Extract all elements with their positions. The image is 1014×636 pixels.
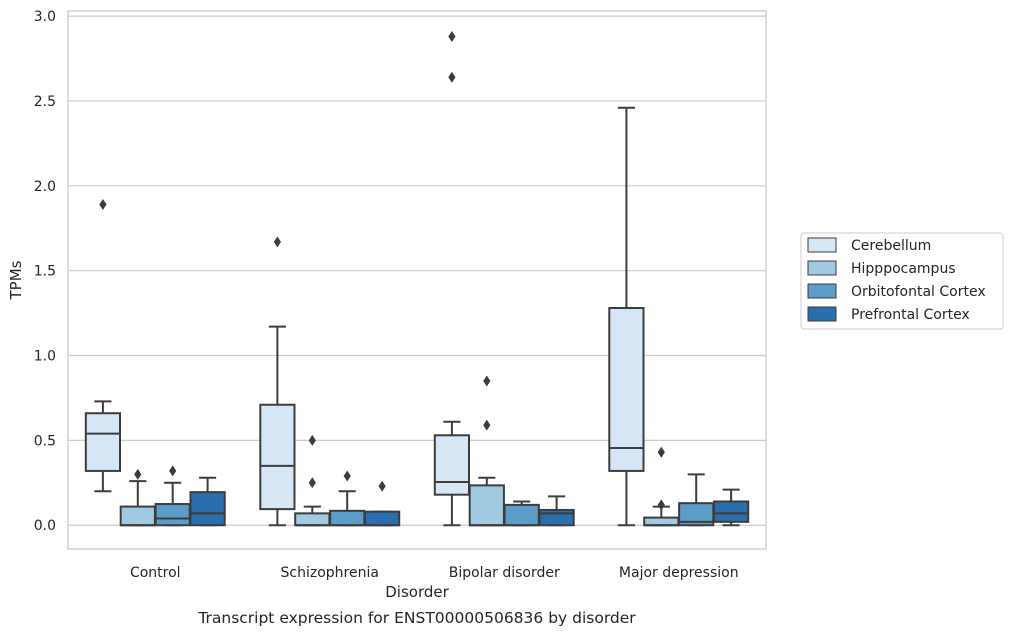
outlier-marker xyxy=(169,465,177,477)
outlier-marker xyxy=(343,470,351,482)
box-body xyxy=(643,516,680,527)
box-bipolar-disorder-prefrontal-cortex xyxy=(538,495,575,527)
box-body xyxy=(608,307,645,472)
legend-label-prefrontal-cortex: Prefrontal Cortex xyxy=(851,307,970,323)
box-body xyxy=(503,503,540,527)
box-schizophrenia-prefrontal-cortex xyxy=(363,480,401,527)
box-bipolar-disorder-orbitofontal-cortex xyxy=(503,500,540,527)
outlier-marker xyxy=(657,446,665,458)
x-tick-label: Major depression xyxy=(619,565,739,581)
box-body xyxy=(468,484,505,527)
outlier-marker xyxy=(483,375,491,387)
legend-swatch-hipppocampus xyxy=(807,260,837,276)
plot-frame xyxy=(67,10,767,550)
box-body xyxy=(154,503,191,527)
outlier-marker xyxy=(99,198,107,210)
box-bipolar-disorder-cerebellum xyxy=(433,30,471,527)
y-tick-labels: 0.0 0.5 1.0 1.5 2.0 2.5 3.0 xyxy=(34,9,56,534)
x-tick-labels: Control Schizophrenia Bipolar disorder Majo… xyxy=(130,565,739,581)
box-control-prefrontal-cortex xyxy=(189,476,226,527)
y-tick-label: 0.5 xyxy=(34,433,56,449)
box-body xyxy=(189,491,226,527)
box-body xyxy=(259,403,296,511)
y-tick-label: 3.0 xyxy=(34,9,56,25)
legend-frame xyxy=(800,232,1004,330)
outlier-marker xyxy=(378,480,386,492)
y-tick-label: 2.0 xyxy=(34,179,56,195)
box-control-cerebellum xyxy=(84,198,122,493)
legend-swatch-orbitofontal-cortex xyxy=(807,283,837,299)
box-body xyxy=(294,512,331,527)
outlier-marker xyxy=(657,499,665,511)
outlier-marker xyxy=(448,71,456,83)
outlier-marker xyxy=(483,419,491,431)
box-body xyxy=(84,412,122,472)
legend: Cerebellum Hipppocampus Orbitofontal Corte… xyxy=(800,232,1004,330)
outlier-marker xyxy=(308,434,316,446)
legend-swatch-prefrontal-cortex xyxy=(807,306,837,322)
y-tick-label: 2.5 xyxy=(34,94,56,110)
box-body xyxy=(538,508,575,527)
box-body xyxy=(433,434,471,496)
box-major-depression-cerebellum xyxy=(608,106,645,527)
outlier-marker xyxy=(273,236,281,248)
box-schizophrenia-orbitofontal-cortex xyxy=(329,470,366,527)
outlier-marker xyxy=(448,30,456,42)
y-tick-label: 0.0 xyxy=(34,518,56,534)
chart-caption: Transcript expression for ENST0000050683… xyxy=(197,609,636,627)
x-tick-label: Bipolar disorder xyxy=(449,565,560,581)
box-body xyxy=(712,500,750,523)
box-major-depression-prefrontal-cortex xyxy=(712,488,750,527)
x-tick-label: Control xyxy=(130,565,181,581)
box-schizophrenia-cerebellum xyxy=(259,236,296,527)
x-axis-title: Disorder xyxy=(385,583,449,601)
y-tick-label: 1.0 xyxy=(34,349,56,365)
legend-label-hipppocampus: Hipppocampus xyxy=(851,261,956,277)
outlier-marker xyxy=(134,468,142,480)
box-body xyxy=(363,510,401,527)
y-tick-label: 1.5 xyxy=(34,264,56,280)
box-groups xyxy=(84,30,750,527)
outlier-marker xyxy=(308,477,316,489)
legend-label-orbitofontal-cortex: Orbitofontal Cortex xyxy=(851,284,986,300)
legend-label-cerebellum: Cerebellum xyxy=(851,238,931,254)
legend-swatch-cerebellum xyxy=(807,237,837,253)
box-body xyxy=(329,509,366,527)
box-body xyxy=(119,505,156,527)
x-tick-label: Schizophrenia xyxy=(281,565,379,581)
y-axis-title: TPMs xyxy=(7,260,25,300)
